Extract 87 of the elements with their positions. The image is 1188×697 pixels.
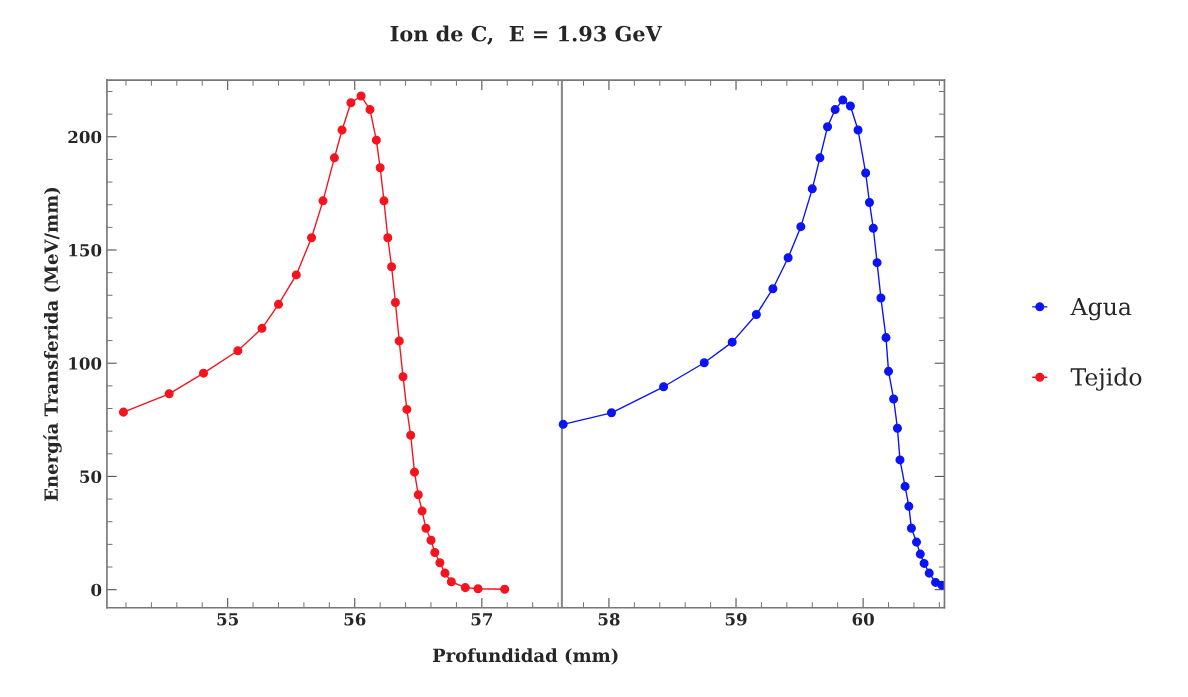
x-tick-label: 60 bbox=[852, 612, 874, 626]
point bbox=[383, 233, 393, 243]
point bbox=[318, 196, 328, 206]
point bbox=[853, 125, 863, 135]
point bbox=[375, 163, 385, 173]
point bbox=[337, 125, 347, 135]
point bbox=[783, 253, 793, 263]
point bbox=[727, 337, 737, 347]
point bbox=[387, 262, 397, 272]
point bbox=[417, 506, 427, 516]
point bbox=[371, 135, 381, 145]
point bbox=[402, 404, 412, 414]
legend-label: Tejido bbox=[1070, 367, 1142, 391]
point bbox=[118, 407, 128, 417]
point bbox=[394, 336, 404, 346]
point bbox=[659, 382, 669, 392]
x-tick-label: 58 bbox=[598, 612, 620, 626]
point bbox=[868, 223, 878, 233]
point bbox=[924, 568, 934, 578]
x-tick-label: 57 bbox=[471, 613, 493, 626]
point bbox=[823, 122, 833, 132]
point bbox=[307, 233, 317, 243]
point bbox=[365, 105, 375, 115]
point bbox=[872, 258, 882, 268]
point bbox=[915, 549, 925, 559]
point bbox=[440, 568, 450, 578]
y-axis-title: Energía Transferida (MeV/mm) bbox=[43, 187, 62, 501]
x-axis-title: Profundidad (mm) bbox=[432, 648, 618, 665]
point bbox=[257, 323, 267, 333]
point bbox=[861, 168, 871, 178]
point bbox=[500, 584, 510, 594]
point bbox=[751, 310, 761, 320]
point bbox=[329, 153, 339, 163]
point bbox=[906, 523, 916, 533]
point bbox=[435, 558, 445, 568]
point bbox=[273, 299, 284, 309]
point bbox=[911, 537, 922, 547]
point bbox=[881, 333, 891, 343]
point bbox=[864, 197, 874, 207]
point bbox=[884, 366, 894, 376]
legend-label: Agua bbox=[1070, 297, 1132, 321]
point bbox=[413, 490, 423, 500]
point bbox=[198, 368, 209, 378]
chart-title: Ion de C, E = 1.93 GeV bbox=[390, 25, 663, 45]
x-tick-label: 59 bbox=[725, 612, 747, 626]
y-tick-label: 50 bbox=[80, 470, 102, 484]
point bbox=[606, 408, 616, 418]
point bbox=[356, 91, 366, 101]
point bbox=[895, 455, 905, 465]
point bbox=[558, 419, 568, 429]
point bbox=[164, 389, 174, 399]
point bbox=[421, 523, 431, 533]
point bbox=[830, 105, 840, 115]
y-tick-label: 0 bbox=[91, 583, 102, 597]
point bbox=[398, 372, 408, 382]
point bbox=[796, 222, 806, 232]
y-tick-label: 200 bbox=[68, 130, 102, 144]
y-tick-label: 100 bbox=[69, 357, 102, 370]
point bbox=[845, 101, 855, 111]
point bbox=[815, 153, 825, 163]
point bbox=[838, 95, 848, 105]
y-tick-label: 150 bbox=[69, 243, 102, 257]
point bbox=[876, 293, 886, 303]
point bbox=[446, 577, 456, 587]
x-tick-label: 55 bbox=[217, 613, 238, 626]
point bbox=[699, 358, 709, 368]
point bbox=[889, 394, 899, 404]
point bbox=[473, 584, 483, 594]
point bbox=[892, 423, 902, 433]
point bbox=[426, 535, 436, 545]
point bbox=[390, 298, 400, 308]
point bbox=[409, 467, 419, 477]
point bbox=[460, 583, 470, 593]
point bbox=[291, 270, 301, 280]
x-tick-label: 56 bbox=[344, 612, 366, 626]
point bbox=[379, 196, 389, 206]
point bbox=[900, 481, 910, 491]
point bbox=[346, 98, 356, 108]
point bbox=[807, 184, 817, 194]
point bbox=[406, 430, 416, 440]
point bbox=[768, 284, 778, 294]
point bbox=[233, 346, 243, 356]
point bbox=[904, 501, 914, 511]
point bbox=[931, 577, 941, 587]
point bbox=[919, 558, 929, 568]
point bbox=[937, 580, 945, 590]
point bbox=[430, 548, 440, 558]
